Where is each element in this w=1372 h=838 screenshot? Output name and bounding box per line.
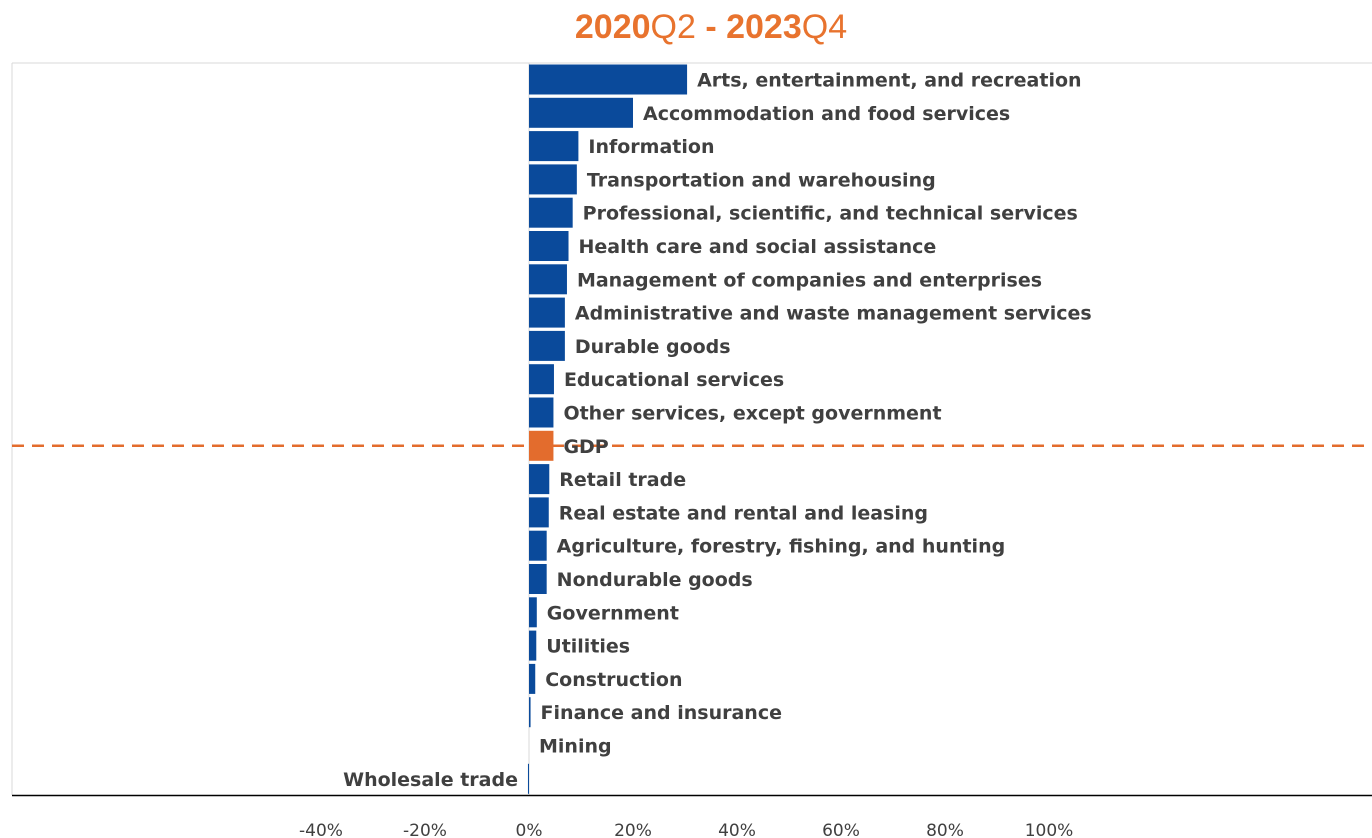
bar-other-services-except-government [529, 397, 554, 428]
title-start-year: 2020 [574, 8, 651, 46]
x-tick-label: 0% [516, 821, 543, 838]
bar-label-retail-trade: Retail trade [559, 469, 686, 491]
bar-educational-services [529, 364, 554, 395]
bar-label-professional-scientific-and-technical-services: Professional, scientific, and technical … [583, 203, 1078, 225]
bar-label-nondurable-goods: Nondurable goods [557, 569, 753, 591]
bar-label-accommodation-and-food-services: Accommodation and food services [643, 103, 1010, 125]
bar-administrative-and-waste-management-services [529, 297, 565, 328]
x-tick-label: -40% [299, 821, 343, 838]
bar-nondurable-goods [529, 564, 547, 594]
bar-label-construction: Construction [545, 669, 682, 691]
bar-real-estate-and-rental-and-leasing [529, 497, 549, 528]
x-tick-label: 40% [718, 821, 756, 838]
x-tick-label: 80% [926, 821, 964, 838]
bars [527, 64, 688, 794]
bar-label-health-care-and-social-assistance: Health care and social assistance [579, 236, 937, 258]
bar-label-information: Information [588, 136, 714, 158]
x-tick-label: 20% [614, 821, 652, 838]
x-tick-label: -20% [403, 821, 447, 838]
bar-label-real-estate-and-rental-and-leasing: Real estate and rental and leasing [559, 502, 928, 524]
x-axis-ticks: -40% -20% 0% 20% 40% 60% 80% 100% [299, 821, 1073, 838]
bar-durable-goods [529, 330, 565, 361]
bar-finance-and-insurance [529, 697, 531, 728]
bar-label-other-services-except-government: Other services, except government [563, 403, 941, 425]
title-end-year: 2023 [726, 8, 802, 46]
title-start-quarter: Q2 [650, 8, 696, 46]
bar-transportation-and-warehousing [529, 164, 577, 195]
bar-utilities [529, 630, 537, 661]
bar-retail-trade [529, 464, 550, 495]
bar-arts-entertainment-and-recreation [529, 64, 688, 95]
x-tick-label: 60% [822, 821, 860, 838]
bar-labels: Arts, entertainment, and recreation Accom… [343, 70, 1092, 791]
bar-label-arts-entertainment-and-recreation: Arts, entertainment, and recreation [697, 70, 1081, 92]
bar-label-transportation-and-warehousing: Transportation and warehousing [587, 169, 936, 191]
bar-label-government: Government [547, 602, 679, 624]
bar-label-gdp: GDP [563, 436, 608, 458]
bar-health-care-and-social-assistance [529, 231, 569, 261]
plot-frame [11, 62, 1372, 797]
bar-label-agriculture-forestry-fishing-and-hunting: Agriculture, forestry, fishing, and hunt… [557, 536, 1006, 558]
bar-label-management-of-companies-and-enterprises: Management of companies and enterprises [577, 269, 1042, 291]
bar-professional-scientific-and-technical-services [529, 197, 573, 228]
bar-construction [529, 663, 536, 694]
chart-title: 2020Q2 - 2023Q4 [0, 8, 1372, 47]
x-tick-label: 100% [1025, 821, 1074, 838]
bar-government [529, 597, 537, 628]
title-separator: - [695, 8, 727, 46]
bar-information [529, 131, 579, 162]
bar-label-wholesale-trade: Wholesale trade [343, 769, 518, 791]
bar-label-educational-services: Educational services [564, 369, 784, 391]
bar-label-finance-and-insurance: Finance and insurance [541, 702, 782, 724]
bar-label-durable-goods: Durable goods [575, 336, 731, 358]
bar-accommodation-and-food-services [529, 97, 633, 128]
bar-wholesale-trade [527, 763, 529, 794]
bar-management-of-companies-and-enterprises [529, 264, 567, 295]
title-end-quarter: Q4 [801, 8, 848, 46]
bar-agriculture-forestry-fishing-and-hunting [529, 530, 547, 561]
bar-label-utilities: Utilities [546, 636, 630, 658]
bar-label-mining: Mining [539, 736, 612, 758]
bar-label-administrative-and-waste-management-services: Administrative and waste management serv… [575, 303, 1092, 325]
